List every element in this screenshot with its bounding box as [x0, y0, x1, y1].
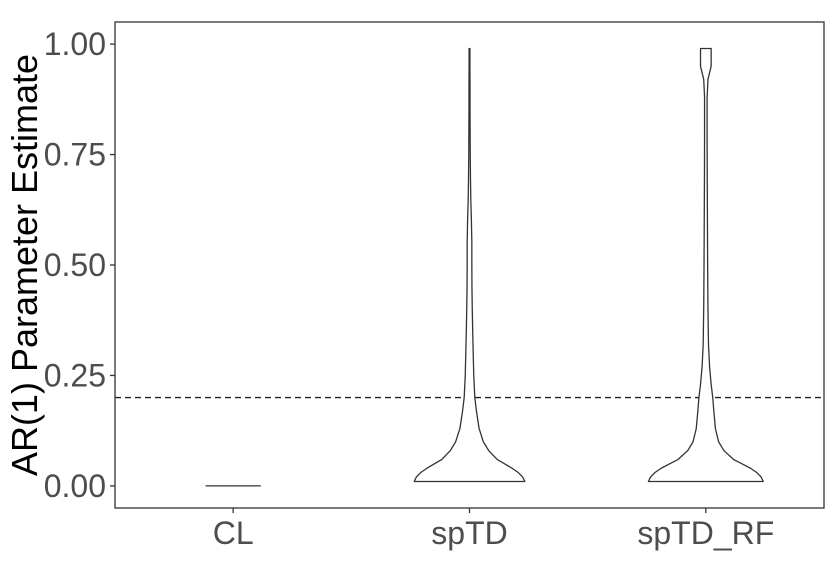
x-tick-label: CL [213, 515, 254, 551]
y-tick-label: 0.75 [44, 137, 106, 173]
y-axis-title: AR(1) Parameter Estimate [4, 54, 45, 476]
y-tick-label: 0.50 [44, 247, 106, 283]
y-tick-label: 0.25 [44, 357, 106, 393]
x-tick-label: spTD_RF [637, 515, 774, 551]
x-tick-label: spTD [431, 515, 507, 551]
violin-sptd-rf [647, 47, 764, 483]
y-tick-label: 1.00 [44, 26, 106, 62]
y-tick-label: 0.00 [44, 468, 106, 504]
violin-sptd [413, 47, 526, 483]
